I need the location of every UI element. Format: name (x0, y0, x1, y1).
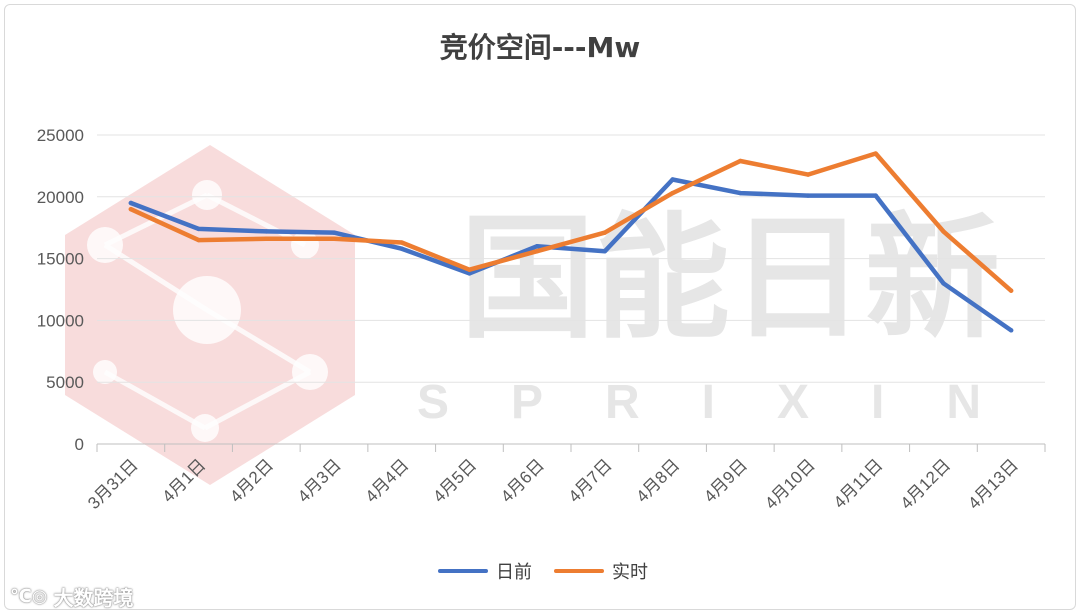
data-point (941, 229, 946, 234)
data-point (738, 158, 743, 164)
series-line-0 (128, 177, 1014, 333)
y-tick-label: 0 (75, 435, 84, 454)
data-point (873, 151, 878, 156)
x-tick-label: 4月10日 (761, 455, 819, 513)
watermark: 国能日新 SPRIXIN (65, 145, 1043, 485)
x-tick-label: 4月12日 (897, 455, 955, 513)
data-point (670, 190, 675, 196)
data-point (1008, 288, 1014, 293)
x-tick-label: 4月7日 (565, 455, 616, 506)
data-point (805, 193, 811, 198)
data-point (1008, 328, 1014, 333)
data-point (331, 236, 337, 242)
legend-swatch (554, 569, 604, 573)
data-point (264, 229, 269, 234)
data-point (399, 246, 404, 251)
data-point (264, 236, 269, 242)
footer-logo-text: 大数跨境 (53, 586, 134, 610)
y-tick-label: 15000 (37, 250, 84, 269)
y-tick-label: 10000 (37, 311, 84, 330)
data-point (399, 240, 404, 245)
data-point (196, 226, 201, 232)
data-point (128, 206, 134, 212)
data-point (805, 172, 811, 177)
data-point (467, 267, 472, 272)
y-tick-label: 20000 (37, 188, 84, 207)
data-point (331, 230, 337, 235)
x-tick-label: 4月11日 (830, 455, 887, 512)
x-tick-label: 4月9日 (700, 455, 751, 506)
watermark-text: 国能日新 (460, 200, 1000, 357)
data-point (941, 281, 946, 286)
legend-item-realtime: 实时 (554, 558, 648, 584)
legend-label: 实时 (612, 562, 648, 583)
x-tick-label: 4月13日 (964, 455, 1022, 513)
series-line-1 (128, 151, 1014, 293)
footer-logo: ℃◎ 大数跨境 (10, 582, 134, 611)
y-tick-label: 5000 (46, 373, 84, 392)
data-point (467, 271, 472, 276)
data-point (196, 237, 201, 243)
data-point (602, 230, 608, 235)
y-tick-label: 25000 (37, 126, 84, 145)
legend-item-day-ahead: 日前 (438, 558, 532, 584)
data-point (534, 244, 540, 249)
x-tick-label: 4月3日 (294, 455, 345, 506)
data-point (128, 200, 134, 206)
x-tick-label: 3月31日 (84, 455, 142, 513)
data-point (738, 190, 743, 196)
legend: 日前 实时 (438, 558, 670, 584)
x-tick-label: 4月4日 (362, 455, 413, 506)
data-point (873, 193, 878, 198)
x-tick-label: 4月5日 (429, 455, 480, 506)
legend-swatch (438, 569, 488, 573)
legend-label: 日前 (496, 562, 532, 583)
x-tick-label: 4月8日 (633, 455, 684, 506)
data-point (534, 248, 540, 254)
brand-icon: ℃◎ (10, 586, 48, 607)
chart-title: 竞价空间---Mw (439, 31, 641, 64)
x-tick-label: 4月6日 (497, 455, 548, 506)
data-point (602, 248, 608, 254)
watermark-subtext: SPRIXIN (417, 376, 1043, 429)
data-point (670, 177, 675, 182)
